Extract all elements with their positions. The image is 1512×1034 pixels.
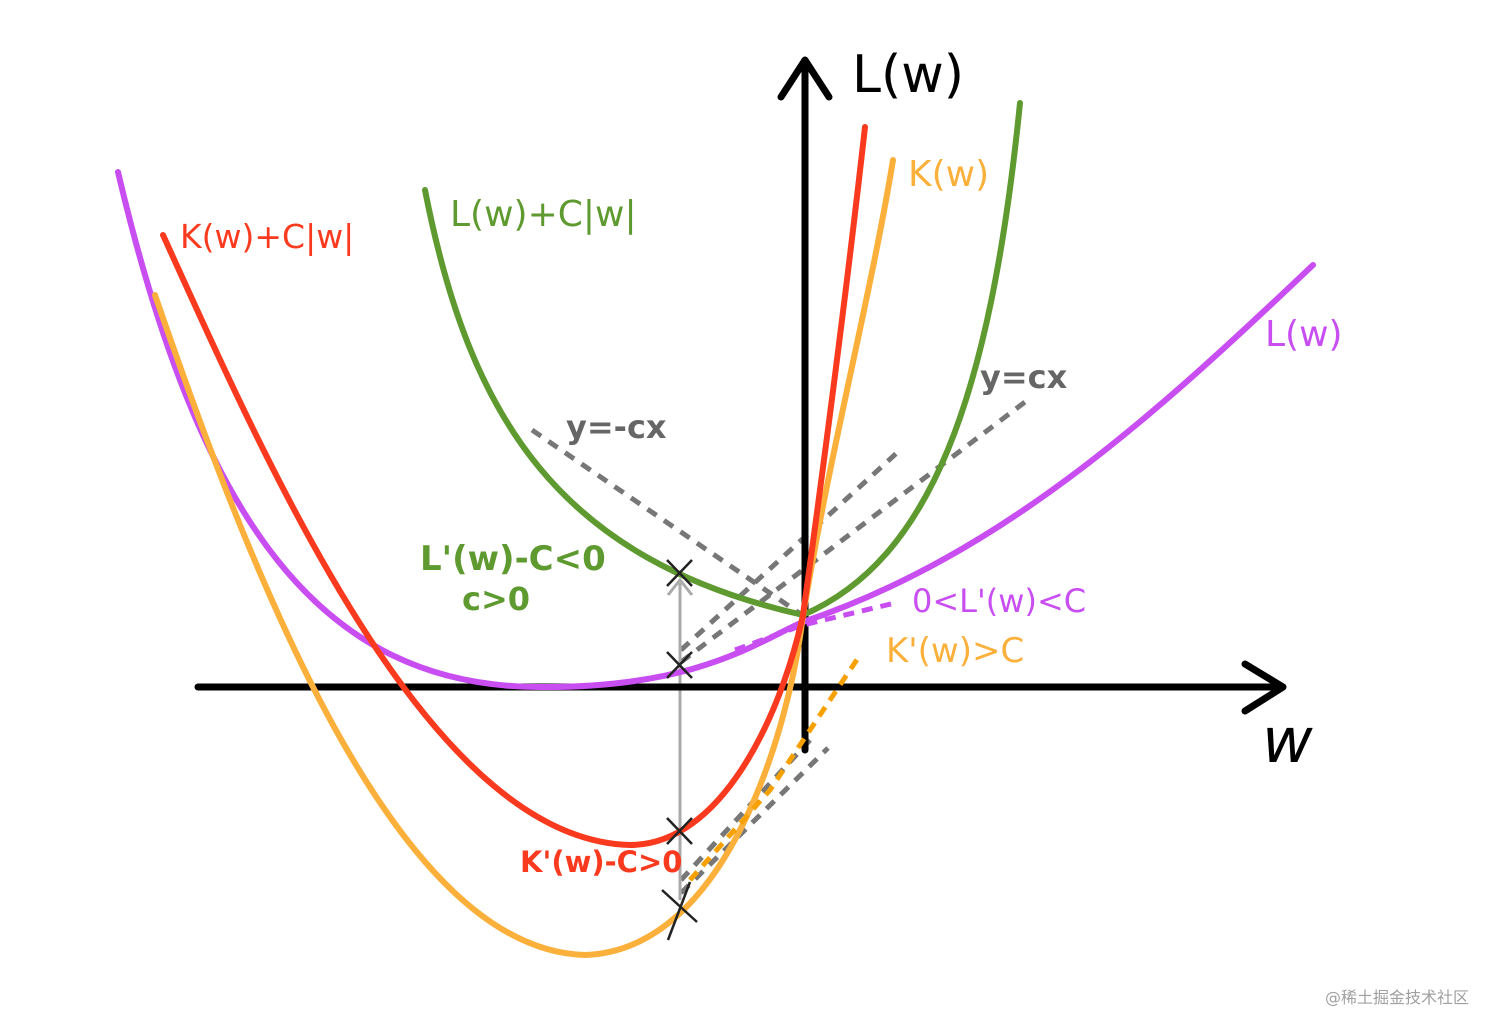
intersection-markers — [661, 559, 698, 941]
annotation-green-2: c>0 — [462, 580, 530, 618]
label-K-plus: K(w)+C|w| — [180, 217, 354, 256]
x-axis-label: w — [1262, 704, 1313, 777]
line-K-tangent-gray — [679, 746, 830, 895]
guide-lines — [530, 400, 1027, 895]
label-L-plus: L(w)+C|w| — [450, 194, 637, 235]
line-y-cx — [679, 400, 1027, 664]
curves — [115, 100, 1316, 959]
x-axis-arrowhead — [1241, 660, 1287, 715]
vertical-marker — [666, 577, 694, 900]
curve-K — [152, 157, 896, 959]
y-axis-arrowhead — [777, 56, 833, 101]
label-K: K(w) — [908, 154, 989, 195]
line-y-neg-cx — [530, 427, 804, 618]
cross-marker-red — [666, 817, 693, 845]
line-y-cx-upper — [679, 448, 902, 652]
axes — [194, 56, 1287, 754]
y-axis-label: L(w) — [852, 45, 964, 105]
annotation-orange: K'(w)>C — [886, 631, 1024, 671]
curve-L — [115, 169, 1316, 691]
annotation-red: K'(w)-C>0 — [520, 845, 682, 879]
curve-K-tangent-dashed — [688, 653, 863, 882]
annotation-purple: 0<L'(w)<C — [912, 582, 1086, 620]
annotation-green-1: L'(w)-C<0 — [420, 539, 606, 579]
curve-K-plus-C-abs-w — [160, 124, 868, 849]
label-y-neg-cx: y=-cx — [566, 408, 667, 446]
cross-marker-orange — [661, 881, 698, 941]
label-L: L(w) — [1265, 314, 1343, 355]
curve-L-tangent-dashed — [734, 600, 896, 653]
label-y-cx: y=cx — [980, 358, 1068, 396]
watermark: @稀土掘金技术社区 — [1325, 988, 1469, 1007]
cross-marker-purple — [666, 651, 693, 679]
cross-marker-green — [666, 559, 693, 587]
marker-arrowhead — [666, 577, 694, 596]
